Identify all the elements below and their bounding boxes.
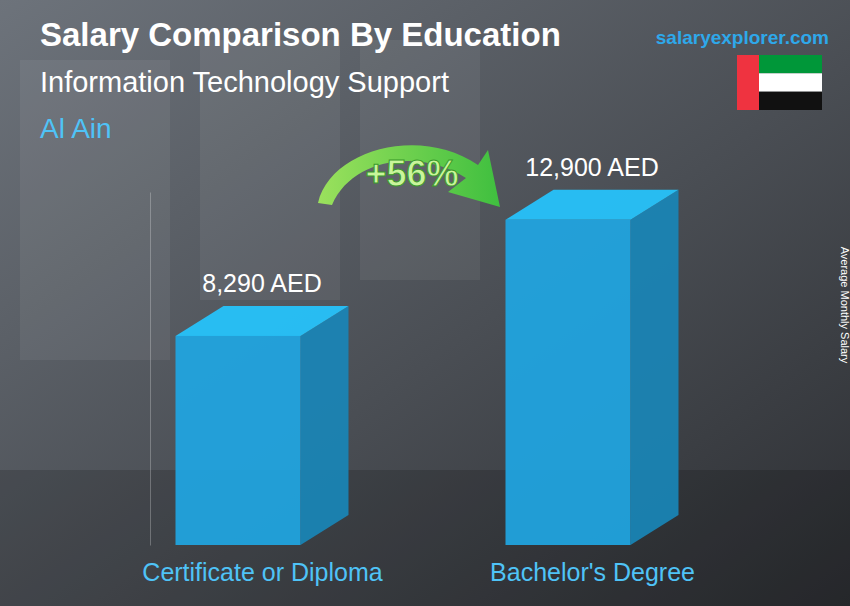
title: Salary Comparison By Education: [40, 16, 561, 53]
bar: [176, 306, 349, 545]
bar: [506, 190, 679, 545]
x-tick: Certificate or Diploma: [142, 558, 382, 586]
bar-front: [506, 220, 631, 545]
x-tick-label: Certificate or Diploma: [142, 558, 382, 586]
bar-front: [176, 336, 301, 545]
bar-top: [506, 190, 679, 220]
y-axis: [150, 193, 151, 546]
data-label: 12,900 AED: [525, 153, 658, 181]
arrow: [318, 145, 500, 207]
flag-white: [759, 73, 822, 91]
flag-red: [737, 55, 759, 110]
site-name: salaryexplorer.com: [656, 27, 829, 48]
background: [0, 0, 850, 606]
x-tick-label: Bachelor's Degree: [490, 558, 695, 586]
x-tick: Bachelor's Degree: [490, 558, 695, 586]
plot-area: [176, 190, 679, 545]
location: Al Ain: [40, 113, 112, 144]
window-pane: [20, 60, 170, 360]
y-axis-line: [150, 193, 151, 546]
percent-change: +56%: [365, 153, 458, 194]
bar-side: [631, 190, 679, 545]
bar-top: [176, 306, 349, 336]
y-label: Average Monthly Salary: [839, 247, 850, 364]
bar-side: [301, 306, 349, 545]
subtitle: Information Technology Support: [40, 66, 449, 98]
floor-shade: [0, 470, 850, 606]
flag-black: [759, 92, 822, 110]
data-label: 8,290 AED: [202, 269, 322, 297]
background-windows: [20, 40, 480, 360]
flag-green: [759, 55, 822, 73]
flag: [737, 55, 822, 110]
x-axis: Certificate or Diploma Bachelor's Degree: [142, 558, 695, 586]
